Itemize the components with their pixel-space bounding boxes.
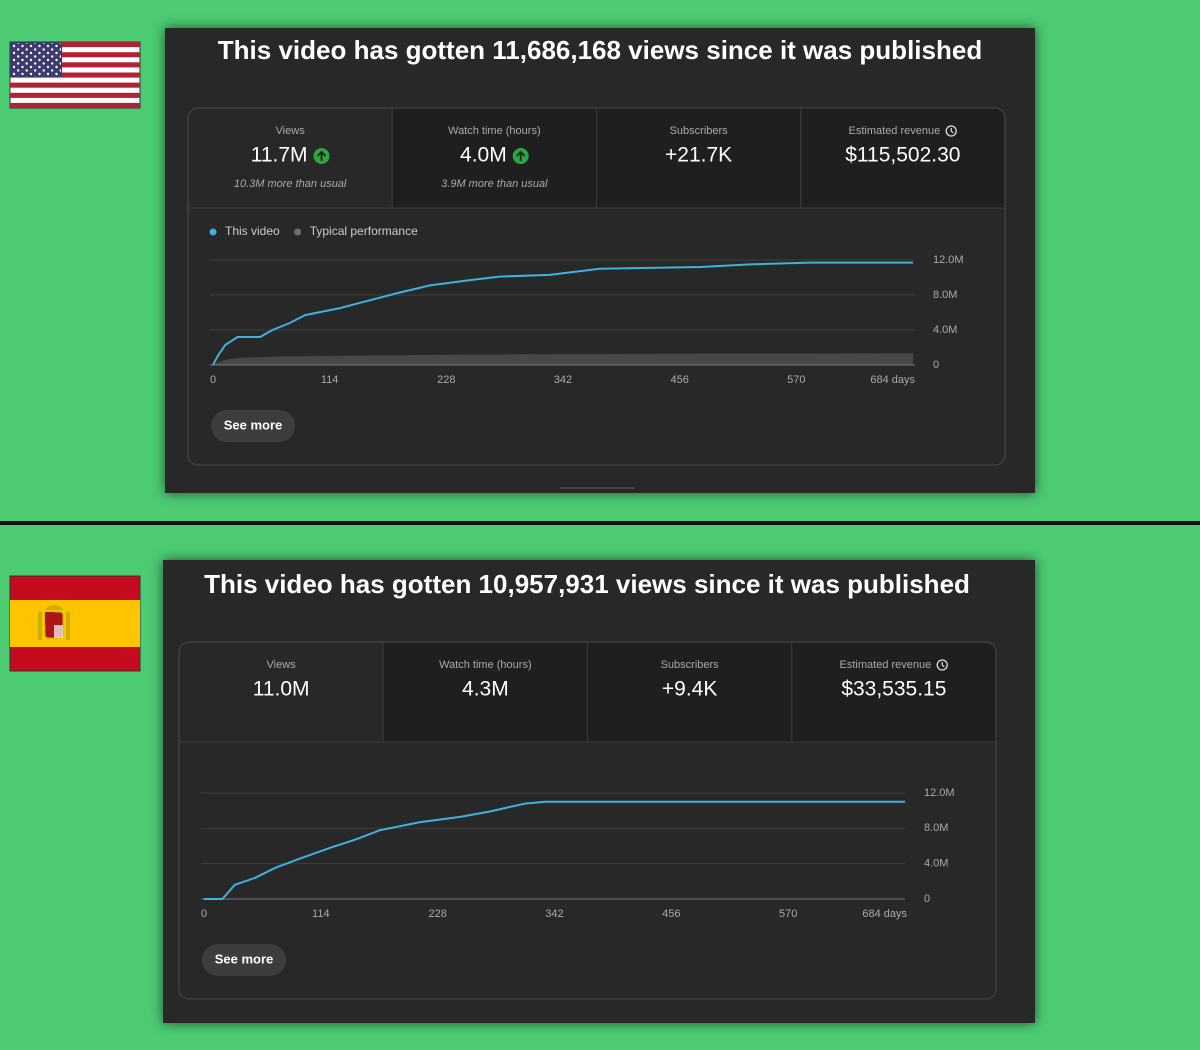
metric-value: +21.7K — [665, 144, 732, 167]
clock-icon — [936, 659, 948, 671]
metric-value: $115,502.30 — [845, 144, 960, 167]
x-tick-label: 570 — [787, 374, 805, 386]
x-tick-label: 114 — [312, 908, 330, 920]
metric-cell — [391, 108, 597, 209]
metrics-row: Views 11.0M Watch time (hours) 4.3M Subscrib… — [179, 642, 996, 743]
metric-label: Watch time (hours) — [439, 659, 532, 671]
divider — [0, 521, 1200, 525]
x-tick-label: 228 — [437, 374, 455, 386]
metric-value: 4.3M — [462, 678, 509, 701]
metric-cell — [179, 642, 384, 743]
x-tick-label: 228 — [428, 908, 446, 920]
trend-up-arrow — [316, 150, 327, 161]
metrics-row: Views 11.7M 10.3M more than usual Watch tim… — [188, 108, 1005, 209]
metric-label: Estimated revenue — [840, 659, 932, 671]
x-tick-label: 342 — [554, 374, 572, 386]
trend-up-arrow — [516, 150, 526, 161]
y-tick-label: 8.0M — [933, 289, 957, 301]
see-more-label: See more — [215, 951, 274, 966]
legend-marker — [209, 228, 217, 236]
see-more-label: See more — [224, 417, 283, 432]
metric-cell — [188, 108, 393, 209]
panel-title: This video has gotten 11,686,168 views s… — [218, 35, 982, 65]
metric-value: 4.0M — [460, 144, 507, 167]
metric-label: Estimated revenue — [849, 125, 941, 137]
see-more-button[interactable] — [202, 944, 286, 976]
panel-background — [163, 560, 1035, 1023]
y-tick-label: 0 — [924, 893, 930, 905]
metric-label: Subscribers — [661, 659, 720, 671]
metric-label: Watch time (hours) — [448, 125, 541, 137]
legend-marker — [294, 228, 302, 236]
y-tick-label: 4.0M — [924, 858, 948, 870]
series-area — [213, 353, 913, 365]
legend-label: This video — [225, 224, 280, 238]
metric-note: 10.3M more than usual — [234, 178, 347, 190]
panel: This video has gotten 11,686,168 views s… — [165, 28, 1035, 493]
metric-value: 11.7M — [251, 144, 308, 167]
metric-value: 11.0M — [253, 678, 310, 701]
x-tick-label: 456 — [670, 374, 688, 386]
clock-hands — [941, 662, 945, 668]
card-border — [178, 641, 997, 1000]
card-border — [187, 107, 1006, 466]
scroll-indicator — [560, 487, 635, 489]
legend-label: Typical performance — [310, 224, 418, 238]
y-tick-label: 4.0M — [933, 324, 957, 336]
panel: This video has gotten 10,957,931 views s… — [163, 560, 1035, 1023]
x-tick-label: 684 days — [862, 908, 907, 920]
clock-icon — [945, 125, 957, 137]
metric-label: Views — [267, 659, 297, 671]
spain-flag — [9, 575, 141, 672]
metric-value: $33,535.15 — [841, 678, 946, 701]
x-tick-label: 570 — [779, 908, 797, 920]
metric-value: +9.4K — [662, 678, 717, 701]
metric-cell — [587, 642, 793, 743]
y-tick-label: 12.0M — [933, 254, 964, 266]
x-tick-label: 0 — [201, 908, 207, 920]
us-flag — [9, 41, 141, 109]
metric-cell — [791, 642, 996, 743]
x-tick-label: 342 — [545, 908, 563, 920]
x-tick-label: 114 — [321, 374, 339, 386]
x-tick-label: 684 days — [870, 374, 915, 386]
metric-note: 3.9M more than usual — [441, 178, 548, 190]
y-tick-label: 12.0M — [924, 787, 955, 799]
metric-cell — [800, 108, 1005, 209]
series-line — [204, 800, 905, 900]
x-tick-label: 0 — [210, 374, 216, 386]
y-tick-label: 0 — [933, 359, 939, 371]
metric-cell — [382, 642, 588, 743]
see-more-button[interactable] — [211, 410, 295, 442]
x-tick-label: 456 — [662, 908, 680, 920]
metric-label: Subscribers — [670, 125, 729, 137]
y-tick-label: 8.0M — [924, 822, 948, 834]
metric-cell — [596, 108, 802, 209]
series-line — [212, 261, 913, 366]
clock-hands — [950, 128, 954, 134]
metric-label: Views — [276, 125, 306, 137]
panel-title: This video has gotten 10,957,931 views s… — [204, 569, 970, 599]
